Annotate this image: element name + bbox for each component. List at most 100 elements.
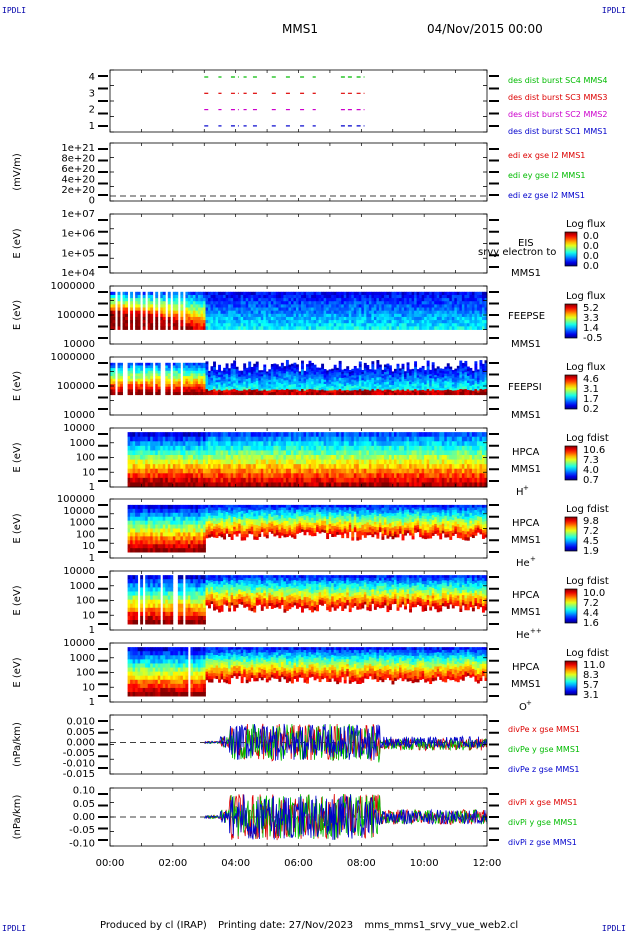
spectrogram-cell bbox=[230, 294, 234, 299]
spectrogram-cell bbox=[285, 473, 289, 479]
spectrogram-cell bbox=[120, 365, 123, 369]
spectrogram-cell bbox=[363, 432, 367, 438]
spectrogram-cell bbox=[135, 365, 139, 369]
spectrogram-cell bbox=[228, 374, 232, 378]
spectrogram-cell bbox=[200, 373, 204, 377]
spectrogram-cell bbox=[474, 310, 478, 315]
spectrogram-cell bbox=[185, 373, 189, 377]
spectrogram-cell bbox=[358, 307, 362, 312]
spectrogram-cell bbox=[260, 384, 264, 387]
spectrogram-cell bbox=[426, 369, 430, 373]
spectrogram-cell bbox=[419, 298, 423, 302]
spectrogram-cell bbox=[172, 464, 176, 470]
spectrogram-cell bbox=[155, 362, 159, 366]
spectrogram-cell bbox=[243, 313, 247, 318]
spectrogram-cell bbox=[155, 370, 159, 374]
spectrogram-cell bbox=[434, 383, 438, 387]
spectrogram-cell bbox=[200, 454, 204, 460]
spectrogram-cell bbox=[338, 436, 342, 442]
spectrogram-cell bbox=[192, 376, 196, 380]
spectrogram-cell bbox=[250, 441, 254, 447]
spectrogram-cell bbox=[110, 323, 113, 327]
spectrogram-cell bbox=[343, 368, 347, 372]
spectrogram-cell bbox=[461, 298, 465, 302]
spectrogram-cell bbox=[376, 371, 380, 375]
spectrogram-cell bbox=[301, 468, 304, 474]
spectrogram-cell bbox=[401, 389, 405, 393]
spectrogram-cell bbox=[167, 477, 171, 483]
spectrogram-cell bbox=[230, 477, 234, 483]
spectrogram-cell bbox=[391, 392, 395, 396]
spectrogram-cell bbox=[187, 298, 191, 302]
spectrogram-cell bbox=[306, 454, 309, 460]
spectrogram-cell bbox=[363, 310, 367, 315]
spectrogram-cell bbox=[313, 454, 317, 460]
spectrogram-cell bbox=[293, 298, 297, 302]
spectrogram-cell bbox=[288, 313, 292, 318]
spectrogram-cell bbox=[373, 384, 377, 387]
spectrogram-cell bbox=[341, 304, 345, 308]
spectrogram-cell bbox=[147, 386, 151, 390]
spectrogram-cell bbox=[336, 323, 340, 327]
spectrogram-cell bbox=[371, 369, 375, 373]
spectrogram-cell bbox=[351, 316, 355, 321]
spectrogram-cell bbox=[326, 326, 330, 330]
spectrogram-cell bbox=[167, 294, 171, 299]
spectrogram-cell bbox=[265, 377, 269, 380]
spectrogram-cell bbox=[182, 392, 186, 396]
spectrogram-cell bbox=[240, 307, 244, 312]
spectrogram-cell bbox=[386, 366, 390, 370]
spectrogram-cell bbox=[421, 313, 425, 318]
spectrogram-cell bbox=[190, 441, 194, 447]
spectrogram-cell bbox=[202, 301, 206, 305]
spectrogram-cell bbox=[137, 294, 141, 299]
spectrogram-cell bbox=[358, 375, 362, 379]
spectrogram-cell bbox=[135, 482, 139, 488]
spectrogram-cell bbox=[265, 371, 269, 374]
spectrogram-cell bbox=[424, 392, 428, 396]
spectrogram-cell bbox=[202, 386, 206, 390]
spectrogram-cell bbox=[436, 304, 440, 308]
spectrogram-cell bbox=[338, 304, 342, 308]
spectrogram-cell bbox=[290, 368, 294, 372]
spectrogram-cell bbox=[303, 326, 307, 330]
spectrogram-cell bbox=[172, 436, 176, 442]
spectrogram-cell bbox=[200, 365, 204, 369]
spectrogram-cell bbox=[441, 383, 445, 387]
spectrogram-cell bbox=[348, 382, 352, 385]
spectrogram-cell bbox=[444, 387, 448, 391]
spectrogram-cell bbox=[323, 388, 327, 391]
spectrogram-cell bbox=[225, 482, 229, 488]
spectrogram-cell bbox=[368, 454, 372, 460]
spectrogram-cell bbox=[290, 374, 294, 378]
spectrogram-cell bbox=[323, 441, 327, 447]
spectrogram-cell bbox=[381, 378, 385, 381]
spectrogram-cell bbox=[321, 307, 325, 312]
spectrogram-cell bbox=[313, 436, 317, 442]
spectrogram-cell bbox=[479, 383, 483, 387]
spectrogram-cell bbox=[318, 454, 322, 460]
spectrogram-cell bbox=[253, 454, 257, 460]
spectrogram-cell bbox=[419, 383, 423, 387]
spectrogram-cell bbox=[275, 366, 279, 370]
spectrogram-cell bbox=[155, 368, 159, 372]
spectrogram-cell bbox=[135, 294, 139, 299]
spectrogram-cell bbox=[471, 390, 475, 394]
spectrogram-cell bbox=[318, 369, 322, 373]
spectrogram-cell bbox=[353, 320, 357, 324]
spectrogram-cell bbox=[424, 291, 428, 296]
spectrogram-cell bbox=[147, 323, 151, 327]
spectrogram-cell bbox=[404, 373, 407, 376]
spectrogram-cell bbox=[306, 459, 309, 465]
spectrogram-cell bbox=[140, 370, 144, 374]
spectrogram-cell bbox=[366, 387, 370, 391]
spectrogram-cell bbox=[283, 389, 287, 393]
spectrogram-cell bbox=[469, 392, 473, 396]
spectrogram-cell bbox=[464, 301, 468, 305]
spectrogram-cell bbox=[175, 326, 179, 330]
spectrogram-cell bbox=[228, 450, 232, 456]
spectrogram-cell bbox=[225, 366, 229, 370]
spectrogram-cell bbox=[313, 364, 317, 368]
spectrogram-cell bbox=[165, 473, 169, 479]
spectrogram-cell bbox=[185, 368, 189, 372]
